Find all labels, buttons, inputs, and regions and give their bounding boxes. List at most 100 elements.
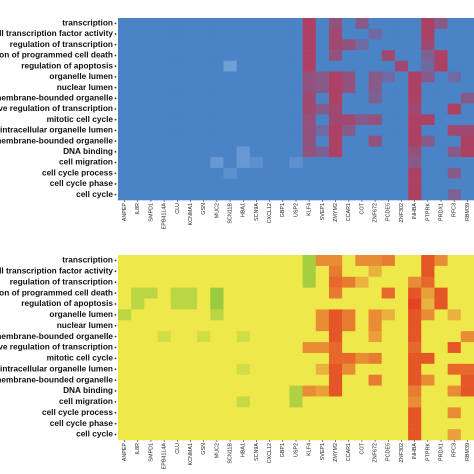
heatmap-cell	[342, 135, 356, 147]
heatmap-cell	[249, 265, 264, 278]
heatmap-cell	[289, 39, 303, 51]
heatmap-cell	[368, 418, 383, 430]
heatmap-cell	[408, 50, 422, 62]
heatmap-cell	[302, 407, 317, 419]
heatmap-cell	[197, 385, 211, 397]
heatmap-cell	[342, 396, 356, 408]
heatmap-cell	[355, 103, 369, 115]
heatmap-cell	[434, 125, 448, 137]
heatmap-cell	[381, 429, 396, 441]
heatmap-cell	[342, 92, 356, 104]
heatmap-cell	[421, 82, 435, 94]
heatmap-cell	[170, 385, 185, 397]
heatmap-cell	[315, 320, 330, 332]
heatmap-cell	[118, 125, 132, 137]
heatmap-cell	[434, 342, 448, 354]
heatmap-cell	[302, 60, 317, 72]
heatmap-cell	[223, 363, 237, 376]
heatmap-cell	[249, 114, 264, 126]
heatmap-cell	[157, 167, 172, 179]
heatmap-cell	[170, 82, 185, 94]
row-label: DNA binding	[63, 146, 113, 156]
heatmap-cell	[421, 189, 435, 201]
row-tick	[114, 292, 117, 294]
heatmap-cell	[328, 320, 343, 332]
heatmap-cell	[276, 265, 290, 278]
heatmap-cell	[170, 125, 185, 137]
col-label: USP2	[293, 443, 299, 457]
heatmap-cell	[170, 396, 185, 408]
heatmap-cell	[144, 28, 158, 40]
heatmap-cell	[157, 309, 172, 321]
heatmap-cell	[223, 135, 237, 147]
heatmap-cell	[315, 82, 330, 94]
heatmap-cell	[263, 178, 277, 190]
heatmap-cell	[170, 178, 185, 190]
heatmap-cell	[144, 265, 158, 278]
row-tick	[114, 324, 117, 327]
row-label: transcription	[62, 255, 113, 265]
heatmap-cell	[434, 135, 448, 147]
heatmap-cell	[210, 320, 224, 332]
heatmap-cell	[460, 92, 474, 104]
heatmap-cell	[408, 146, 422, 158]
heatmap-cell	[144, 309, 158, 321]
heatmap-cell	[183, 374, 198, 386]
heatmap-cell	[447, 363, 462, 376]
heatmap-cell	[210, 309, 224, 321]
heatmap-cell	[328, 352, 343, 365]
row-label: cell migration	[59, 396, 113, 406]
col-label: SMPD1	[148, 443, 154, 462]
col-label: SCN9A	[254, 443, 260, 461]
heatmap-cell	[289, 374, 303, 386]
heatmap-cell	[197, 125, 211, 137]
heatmap-cell	[408, 374, 422, 386]
heatmap-cell	[381, 331, 396, 343]
heatmap-cell	[434, 396, 448, 408]
heatmap-cell	[368, 298, 383, 310]
heatmap-cell	[421, 342, 435, 354]
heatmap-cell	[302, 331, 317, 343]
heatmap-cell	[183, 352, 198, 365]
heatmap-cell	[263, 103, 277, 115]
heatmap-cell	[368, 178, 383, 190]
heatmap-cell	[328, 374, 343, 386]
heatmap-cell	[368, 276, 383, 288]
heatmap-cell	[170, 352, 185, 365]
heatmap-cell	[263, 114, 277, 126]
heatmap-cell	[249, 418, 264, 430]
heatmap-cell	[368, 309, 383, 321]
heatmap-cell	[236, 396, 251, 408]
heatmap-cell	[408, 363, 422, 376]
heatmap-cell	[144, 255, 158, 267]
heatmap-cell	[289, 167, 303, 179]
heatmap-cell	[368, 407, 383, 419]
heatmap-cell	[223, 407, 237, 419]
heatmap-cell	[157, 92, 172, 104]
heatmap-cell	[421, 92, 435, 104]
heatmap-cell	[183, 331, 198, 343]
col-label: SCN11B	[227, 203, 233, 224]
heatmap-cell	[381, 60, 396, 72]
heatmap-cell	[434, 28, 448, 40]
heatmap-cell	[131, 167, 145, 179]
heatmap-cell	[157, 352, 172, 365]
heatmap-cell	[170, 429, 185, 441]
heatmap-cell	[276, 135, 290, 147]
heatmap-cell	[210, 50, 224, 62]
heatmap-cell	[249, 352, 264, 365]
heatmap-cell	[381, 103, 396, 115]
col-label: SVEP1	[320, 443, 326, 460]
row-label: nuclear lumen	[57, 320, 113, 330]
heatmap-cell	[447, 255, 462, 267]
heatmap-cell	[381, 50, 396, 62]
heatmap-cell	[131, 331, 145, 343]
row-tick	[114, 65, 117, 68]
heatmap-cell	[434, 157, 448, 169]
heatmap-cell	[328, 331, 343, 343]
heatmap-cell	[394, 331, 409, 343]
heatmap-cell	[197, 363, 211, 376]
heatmap-cell	[342, 125, 356, 137]
heatmap-cell	[315, 146, 330, 158]
heatmap-cell	[381, 114, 396, 126]
